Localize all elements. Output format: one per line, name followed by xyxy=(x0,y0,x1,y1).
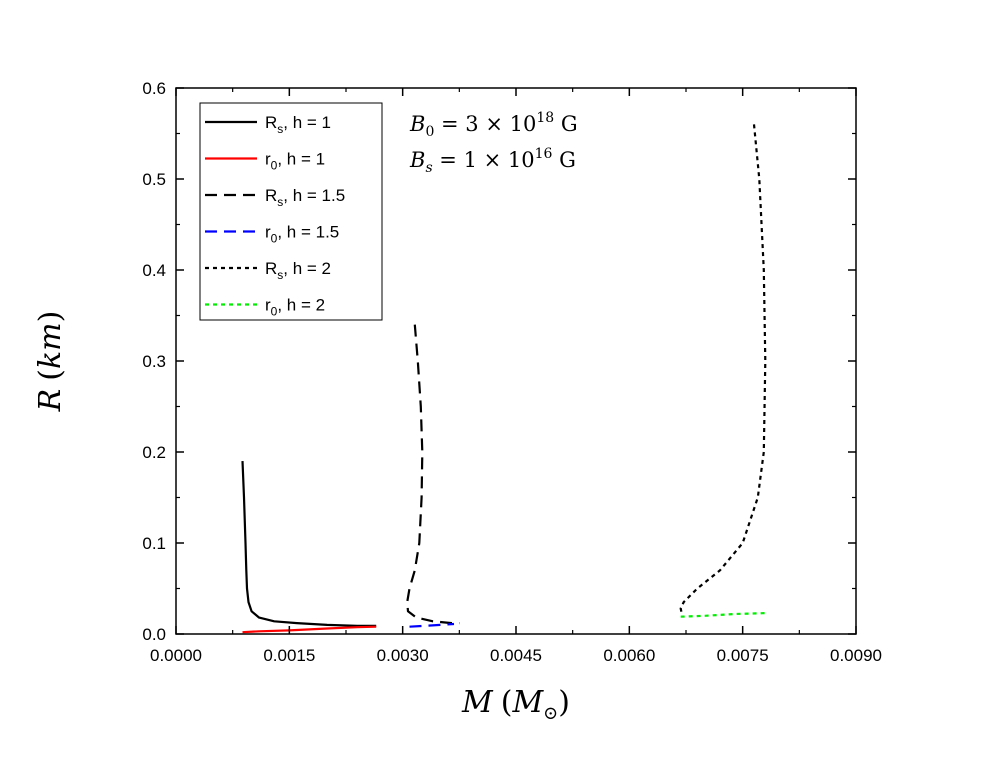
y-tick-label: 0.5 xyxy=(142,170,166,189)
legend-label-4: r0, h = 1.5 xyxy=(265,223,339,246)
x-tick-label: 0.0045 xyxy=(490,646,542,665)
series-line-6 xyxy=(680,612,766,618)
y-axis: 0.0 0.1 0.2 0.3 0.4 0.5 0.6 xyxy=(142,79,856,644)
x-tick-label: 0.0030 xyxy=(377,646,429,665)
x-tick-label: 0.0075 xyxy=(717,646,769,665)
series-line-3 xyxy=(406,324,460,625)
x-axis: 0.0000 0.0015 0.0030 0.0045 0.0060 0.0075 0.00… xyxy=(150,88,882,665)
x-tick-label: 0.0090 xyxy=(830,646,882,665)
y-tick-label: 0.4 xyxy=(142,261,166,280)
y-tick-label: 0.0 xyxy=(142,625,166,644)
series-line-5 xyxy=(679,124,767,617)
series-line-4 xyxy=(409,622,455,628)
series-group xyxy=(241,124,767,634)
x-tick-label: 0.0060 xyxy=(603,646,655,665)
legend-label-3: Rs, h = 1.5 xyxy=(265,186,345,209)
series-line-2 xyxy=(242,625,377,634)
x-tick-label: 0.0000 xyxy=(150,646,202,665)
legend-label-6: r0, h = 2 xyxy=(265,296,325,319)
legend: Rs, h = 1 r0, h = 1 Rs, h = 1.5 r0, h = 1.5… xyxy=(205,113,345,319)
y-tick-label: 0.3 xyxy=(142,352,166,371)
annotation-1: B0 = 3 × 1018 G xyxy=(409,110,578,140)
y-tick-label: 0.2 xyxy=(142,443,166,462)
x-axis-title: M (M⊙) xyxy=(461,685,570,724)
x-tick-label: 0.0015 xyxy=(263,646,315,665)
series-line-1 xyxy=(241,461,377,627)
annotations: B0 = 3 × 1018 G Bs = 1 × 1016 G xyxy=(409,110,578,176)
legend-box xyxy=(199,102,383,321)
y-axis-title: R(km) xyxy=(33,311,68,413)
y-tick-label: 0.6 xyxy=(142,79,166,98)
annotation-2: Bs = 1 × 1016 G xyxy=(409,146,576,176)
legend-label-2: r0, h = 1 xyxy=(265,150,325,173)
legend-label-5: Rs, h = 2 xyxy=(265,259,331,282)
legend-label-1: Rs, h = 1 xyxy=(265,113,331,136)
y-tick-label: 0.1 xyxy=(142,534,166,553)
